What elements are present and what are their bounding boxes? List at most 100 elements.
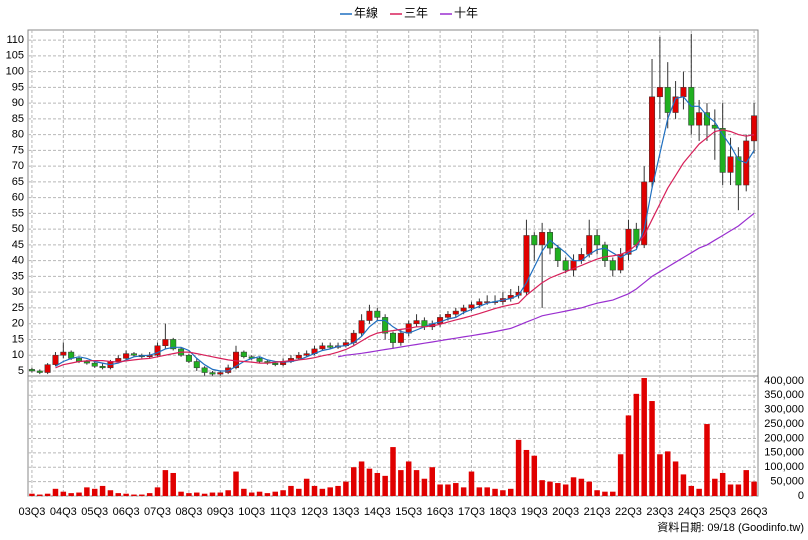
volume-bar <box>437 484 443 496</box>
candle-body <box>123 353 130 359</box>
candle-body <box>374 310 381 318</box>
candle-body <box>476 301 483 306</box>
volume-bar <box>664 451 671 496</box>
y-tick-label: 110 <box>6 34 24 46</box>
volume-bar <box>476 487 483 496</box>
candle-body <box>696 112 703 126</box>
candle-body <box>185 354 192 362</box>
candle-body <box>444 313 451 318</box>
x-tick-label: 17Q3 <box>458 506 485 518</box>
volume-bar <box>194 492 200 496</box>
volume-bar <box>264 493 271 496</box>
candle-body <box>609 260 616 271</box>
volume-bar <box>241 488 247 496</box>
volume-bar <box>641 378 647 496</box>
volume-bar <box>256 491 263 496</box>
y-tick-label: 55 <box>12 207 24 219</box>
volume-bar <box>727 484 734 496</box>
legend-label: 十年 <box>454 6 478 20</box>
candle-body <box>60 351 67 356</box>
volume-bar <box>366 468 373 496</box>
x-tick-label: 20Q3 <box>552 506 579 518</box>
volume-bar <box>649 401 655 496</box>
candle-body <box>452 310 459 315</box>
candle-body <box>601 244 608 261</box>
candle-body <box>162 339 169 346</box>
volume-bar <box>712 478 718 496</box>
volume-bar <box>751 481 757 496</box>
candle-body <box>523 235 530 293</box>
volume-bar <box>272 491 279 496</box>
candle-body <box>44 364 51 373</box>
x-tick-label: 04Q3 <box>50 506 77 518</box>
x-tick-label: 10Q3 <box>238 506 265 518</box>
volume-bar <box>374 472 381 496</box>
volume-bar <box>460 487 467 496</box>
x-tick-label: 22Q3 <box>615 506 642 518</box>
volume-bar <box>562 484 569 496</box>
candle-body <box>586 235 593 255</box>
volume-bar <box>382 475 388 496</box>
volume-bar <box>280 490 286 496</box>
y-tick-label: 65 <box>12 176 24 188</box>
volume-bar <box>507 488 514 496</box>
candle-body <box>413 320 420 324</box>
volume-bar <box>123 493 129 496</box>
y-tick-label: 100 <box>6 66 24 78</box>
x-tick-label: 25Q3 <box>709 506 736 518</box>
candle-body <box>217 372 224 375</box>
candle-body <box>130 353 137 356</box>
volume-bar <box>429 467 435 496</box>
candle-body <box>28 369 35 372</box>
volume-bar <box>52 488 59 496</box>
candle-body <box>233 351 240 369</box>
candle-body <box>594 235 601 246</box>
candle-body <box>295 354 302 359</box>
volume-bar <box>445 484 451 496</box>
volume-bar <box>555 483 561 496</box>
volume-bar <box>296 488 302 496</box>
volume-bar <box>209 492 216 496</box>
volume-bar <box>358 461 365 496</box>
volume-bar <box>453 483 459 496</box>
volume-bar <box>570 477 577 496</box>
x-tick-label: 11Q3 <box>270 506 296 518</box>
volume-bar <box>154 487 161 496</box>
y-tick-label: 50 <box>12 223 24 235</box>
volume-bar <box>704 424 710 496</box>
ma-line <box>55 129 755 369</box>
volume-bar <box>76 492 82 496</box>
y-tick-label: 80 <box>12 129 24 141</box>
x-tick-label: 03Q3 <box>18 506 45 518</box>
plot-frame <box>27 29 759 497</box>
volume-bar <box>139 494 145 496</box>
volume-bar <box>657 454 663 496</box>
volume-bar <box>617 454 624 496</box>
volume-bar <box>60 491 67 496</box>
y-tick-label: 25 <box>12 302 24 314</box>
candle-body <box>625 228 632 255</box>
volume-bar <box>68 493 74 496</box>
volume-bar <box>44 493 51 496</box>
candle-body <box>36 370 43 373</box>
candle-body <box>154 345 161 356</box>
volume-bar <box>217 492 224 496</box>
y2-tick-label: 400,000 <box>764 375 804 387</box>
y-tick-label: 35 <box>12 270 24 282</box>
volume-bar <box>539 480 545 496</box>
x-tick-label: 26Q3 <box>741 506 768 518</box>
x-tick-label: 18Q3 <box>489 506 516 518</box>
volume-bar <box>319 488 326 496</box>
candle-body <box>680 87 687 98</box>
volume-bar <box>594 490 600 496</box>
y2-tick-label: 0 <box>798 490 804 502</box>
candle-body <box>193 361 200 369</box>
x-tick-label: 13Q3 <box>332 506 359 518</box>
candle-body <box>209 372 216 375</box>
candle-body <box>735 156 742 186</box>
y2-tick-label: 100,000 <box>764 461 804 473</box>
candle-body <box>531 235 538 246</box>
candle-body <box>562 260 569 271</box>
volume-bar <box>633 393 640 496</box>
volume-bar <box>602 491 608 496</box>
